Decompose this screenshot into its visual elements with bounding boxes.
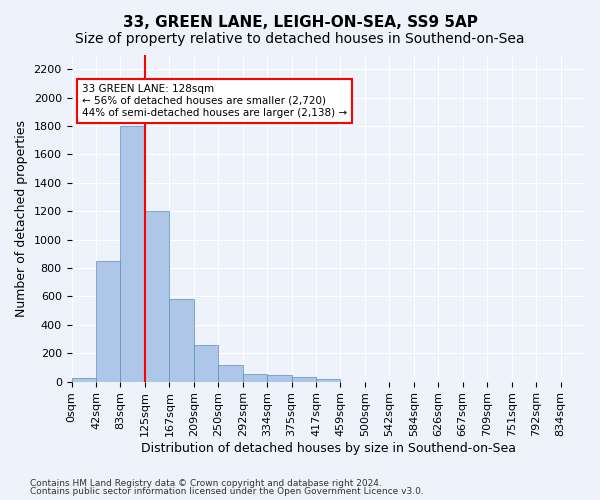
Text: Size of property relative to detached houses in Southend-on-Sea: Size of property relative to detached ho… <box>75 32 525 46</box>
Bar <box>218 366 242 382</box>
Bar <box>169 298 194 382</box>
Text: 33 GREEN LANE: 128sqm
← 56% of detached houses are smaller (2,720)
44% of semi-d: 33 GREEN LANE: 128sqm ← 56% of detached … <box>82 84 347 117</box>
Bar <box>145 211 169 382</box>
Bar <box>194 344 218 382</box>
Bar <box>316 380 340 382</box>
X-axis label: Distribution of detached houses by size in Southend-on-Sea: Distribution of detached houses by size … <box>141 442 516 455</box>
Bar <box>71 378 96 382</box>
Text: Contains public sector information licensed under the Open Government Licence v3: Contains public sector information licen… <box>30 487 424 496</box>
Bar <box>292 378 316 382</box>
Bar <box>267 375 292 382</box>
Bar <box>121 126 145 382</box>
Bar <box>242 374 267 382</box>
Y-axis label: Number of detached properties: Number of detached properties <box>15 120 28 317</box>
Text: 33, GREEN LANE, LEIGH-ON-SEA, SS9 5AP: 33, GREEN LANE, LEIGH-ON-SEA, SS9 5AP <box>122 15 478 30</box>
Bar <box>96 261 121 382</box>
Text: Contains HM Land Registry data © Crown copyright and database right 2024.: Contains HM Land Registry data © Crown c… <box>30 478 382 488</box>
